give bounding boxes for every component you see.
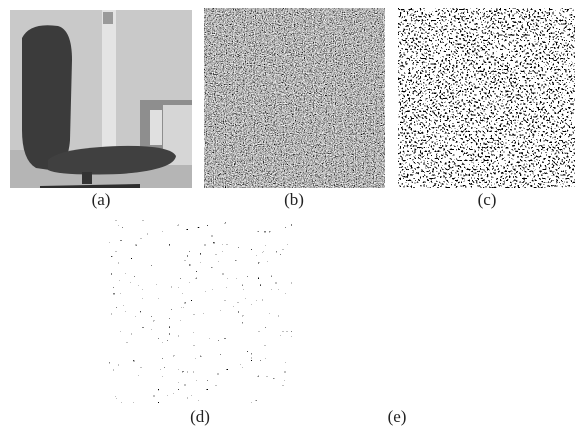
caption: (d): [190, 407, 210, 426]
caption: (c): [478, 190, 497, 209]
caption: (e): [388, 407, 407, 426]
caption: (b): [284, 190, 304, 209]
noise-image-b: [204, 8, 385, 188]
caption: (a): [92, 190, 111, 209]
photo-chair: [10, 10, 192, 188]
noise-image-e: [305, 220, 489, 403]
figure: (a) (b) (c) (d) (e): [0, 0, 579, 433]
noise-image-d: [108, 220, 292, 403]
noise-image-c: [398, 8, 575, 188]
